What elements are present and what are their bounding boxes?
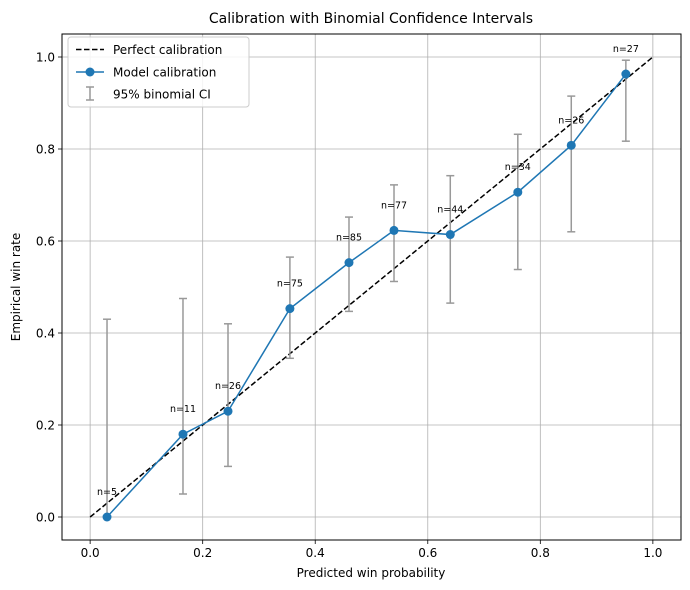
sample-count-label: n=26 <box>215 381 241 392</box>
model-calibration-point <box>445 230 455 240</box>
legend-ci-label: 95% binomial CI <box>113 88 211 102</box>
model-calibration-point <box>223 406 233 416</box>
model-calibration-point <box>285 304 295 314</box>
x-tick-label: 0.8 <box>531 546 550 560</box>
legend: Perfect calibration Model calibration 95… <box>67 36 250 108</box>
x-tick-label: 1.0 <box>643 546 662 560</box>
model-calibration-point <box>344 258 354 268</box>
legend-perfect-label: Perfect calibration <box>113 43 222 57</box>
x-axis-label: Predicted win probability <box>297 566 446 580</box>
perfect-calibration-layer <box>89 56 654 518</box>
x-tick-label: 0.6 <box>418 546 437 560</box>
perfect-calibration-line <box>89 56 654 518</box>
x-tick-label: 0.2 <box>193 546 212 560</box>
y-tick-label: 0.2 <box>36 419 55 433</box>
sample-count-label: n=44 <box>437 205 463 216</box>
y-tick-label: 0.4 <box>36 327 55 341</box>
sample-count-label: n=85 <box>336 233 362 244</box>
y-tick-label: 0.0 <box>36 511 55 525</box>
errorbar-layer <box>103 59 630 518</box>
sample-count-label: n=34 <box>505 162 531 173</box>
x-tick-label: 0.0 <box>81 546 100 560</box>
chart-title: Calibration with Binomial Confidence Int… <box>209 11 533 27</box>
model-series-layer <box>102 69 631 522</box>
model-calibration-line <box>106 73 627 518</box>
grid-lines <box>62 34 681 540</box>
sample-count-label: n=77 <box>381 200 407 211</box>
legend-box <box>67 36 250 108</box>
legend-model-marker <box>85 67 95 77</box>
y-tick-label: 0.6 <box>36 235 55 249</box>
sample-count-label: n=5 <box>97 487 117 498</box>
model-calibration-point <box>102 512 112 522</box>
sample-count-labels: n=5 n=11 n=26 n=75 n=85 n=77 n=44 n=34 n=26 n=27 <box>97 44 639 498</box>
sample-count-label: n=75 <box>277 279 303 290</box>
model-calibration-point <box>621 69 631 79</box>
y-tick-label: 0.8 <box>36 143 55 157</box>
legend-model-label: Model calibration <box>113 66 216 80</box>
y-axis-label: Empirical win rate <box>9 233 23 342</box>
x-tick-label: 0.4 <box>306 546 325 560</box>
model-calibration-point <box>566 140 576 150</box>
model-calibration-point <box>389 225 399 235</box>
plot-area-frame <box>61 33 682 541</box>
sample-count-label: n=26 <box>558 115 584 126</box>
model-calibration-point <box>513 187 523 197</box>
y-axis-ticks: 0.0 0.2 0.4 0.6 0.8 1.0 <box>36 51 62 525</box>
model-calibration-point <box>178 429 188 439</box>
sample-count-label: n=27 <box>613 44 639 55</box>
x-axis-ticks: 0.0 0.2 0.4 0.6 0.8 1.0 <box>81 540 662 560</box>
y-tick-label: 1.0 <box>36 51 55 65</box>
sample-count-label: n=11 <box>170 404 196 415</box>
